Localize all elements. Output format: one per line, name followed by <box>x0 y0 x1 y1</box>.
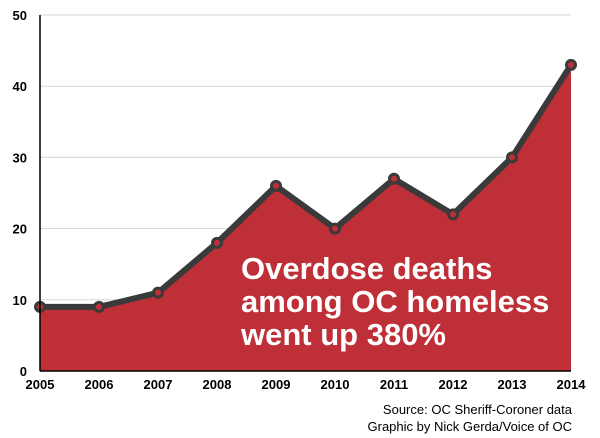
y-tick-label-0: 0 <box>20 364 27 379</box>
data-point-2008 <box>211 236 223 249</box>
x-tick-label-2013: 2013 <box>498 377 527 392</box>
y-tick-label-30: 30 <box>13 150 27 165</box>
x-tick-label-2009: 2009 <box>262 377 291 392</box>
x-tick-label-2007: 2007 <box>144 377 173 392</box>
credit-note: Graphic by Nick Gerda/Voice of OC <box>368 419 572 434</box>
series-line <box>37 61 574 310</box>
data-point-2012 <box>447 208 459 221</box>
area-fill <box>40 64 571 371</box>
x-tick-label-2005: 2005 <box>26 377 55 392</box>
y-tick-label-50: 50 <box>13 8 27 23</box>
data-point-2013 <box>506 151 518 164</box>
y-tick-label-10: 10 <box>13 293 27 308</box>
x-tick-label-2008: 2008 <box>203 377 232 392</box>
y-tick-label-20: 20 <box>13 222 27 237</box>
x-tick-labels: 2005 2006 2007 2008 2009 2010 2011 2012 2013 2014 <box>26 377 587 392</box>
data-point-2009 <box>270 179 282 192</box>
source-note: Source: OC Sheriff-Coroner data <box>383 402 573 417</box>
annotation-line-3: went up 380% <box>240 317 446 352</box>
x-tick-label-2010: 2010 <box>321 377 350 392</box>
data-point-2006 <box>93 300 105 313</box>
annotation-line-1: Overdose deaths <box>241 251 493 286</box>
data-points <box>34 58 577 313</box>
data-point-2014 <box>565 58 577 71</box>
data-point-2007 <box>152 286 164 299</box>
annotation-line-2: among OC homeless <box>241 284 549 319</box>
x-tick-label-2006: 2006 <box>85 377 114 392</box>
y-tick-labels: 0 10 20 30 40 50 <box>13 8 27 379</box>
data-point-2011 <box>388 172 400 185</box>
x-tick-label-2012: 2012 <box>439 377 468 392</box>
x-tick-label-2014: 2014 <box>557 377 587 392</box>
y-tick-label-40: 40 <box>13 79 27 94</box>
x-tick-label-2011: 2011 <box>380 377 408 392</box>
annotation: Overdose deaths among OC homeless went u… <box>240 251 549 352</box>
data-point-2010 <box>329 222 341 235</box>
